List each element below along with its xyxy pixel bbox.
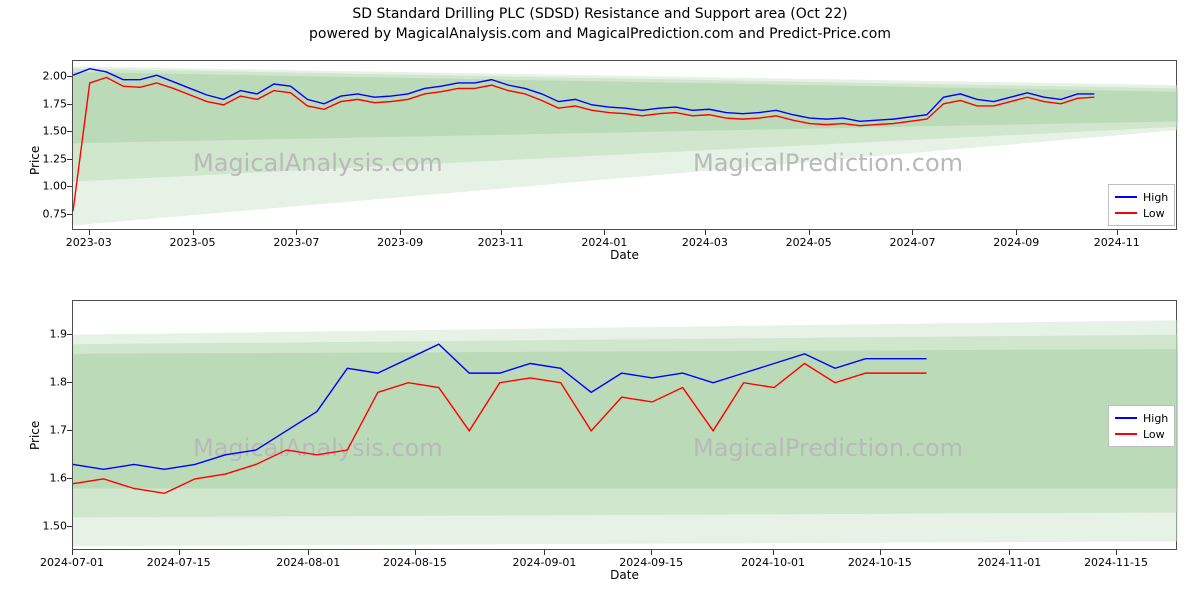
legend: High Low bbox=[1108, 184, 1175, 226]
support-resistance-band bbox=[73, 349, 1178, 488]
panel1-xlabel: Date bbox=[72, 248, 1177, 262]
ytick-label: 0.75 bbox=[7, 207, 67, 220]
xtick-mark bbox=[501, 230, 502, 235]
xtick-mark bbox=[400, 230, 401, 235]
xtick-label: 2024-03 bbox=[682, 236, 728, 249]
legend-swatch bbox=[1115, 196, 1137, 198]
ytick-mark bbox=[67, 131, 72, 132]
ytick-label: 2.00 bbox=[7, 70, 67, 83]
price-chart-short: MagicalAnalysis.com MagicalPrediction.com bbox=[72, 300, 1177, 550]
xtick-label: 2023-05 bbox=[170, 236, 216, 249]
xtick-label: 2023-07 bbox=[273, 236, 319, 249]
ytick-label: 1.75 bbox=[7, 97, 67, 110]
xtick-mark bbox=[651, 550, 652, 555]
xtick-label: 2024-10-01 bbox=[741, 556, 805, 569]
chart-subtitle: powered by MagicalAnalysis.com and Magic… bbox=[0, 26, 1200, 42]
watermark: MagicalAnalysis.com bbox=[193, 434, 443, 462]
ytick-mark bbox=[67, 76, 72, 77]
legend-label: High bbox=[1143, 191, 1168, 204]
figure: SD Standard Drilling PLC (SDSD) Resistan… bbox=[0, 0, 1200, 600]
ytick-label: 1.00 bbox=[7, 180, 67, 193]
xtick-mark bbox=[193, 230, 194, 235]
ytick-mark bbox=[67, 214, 72, 215]
xtick-mark bbox=[1009, 550, 1010, 555]
ytick-label: 1.50 bbox=[7, 125, 67, 138]
legend-label: Low bbox=[1143, 428, 1165, 441]
xtick-mark bbox=[72, 550, 73, 555]
ytick-label: 1.8 bbox=[7, 375, 67, 388]
xtick-label: 2024-05 bbox=[786, 236, 832, 249]
xtick-label: 2024-11 bbox=[1094, 236, 1140, 249]
legend-swatch bbox=[1115, 433, 1137, 435]
xtick-label: 2024-09 bbox=[993, 236, 1039, 249]
ytick-label: 1.6 bbox=[7, 471, 67, 484]
ytick-mark bbox=[67, 526, 72, 527]
xtick-label: 2024-10-15 bbox=[848, 556, 912, 569]
xtick-label: 2024-07-15 bbox=[147, 556, 211, 569]
legend-swatch bbox=[1115, 212, 1137, 214]
xtick-label: 2023-09 bbox=[377, 236, 423, 249]
watermark: MagicalPrediction.com bbox=[693, 434, 963, 462]
xtick-mark bbox=[1016, 230, 1017, 235]
ytick-mark bbox=[67, 334, 72, 335]
xtick-label: 2024-11-01 bbox=[977, 556, 1041, 569]
xtick-label: 2024-08-01 bbox=[276, 556, 340, 569]
xtick-mark bbox=[880, 550, 881, 555]
ytick-label: 1.9 bbox=[7, 327, 67, 340]
legend-label: Low bbox=[1143, 207, 1165, 220]
ytick-mark bbox=[67, 159, 72, 160]
watermark: MagicalAnalysis.com bbox=[193, 149, 443, 177]
ytick-label: 1.25 bbox=[7, 152, 67, 165]
xtick-mark bbox=[544, 550, 545, 555]
ytick-mark bbox=[67, 186, 72, 187]
xtick-mark bbox=[1116, 550, 1117, 555]
xtick-mark bbox=[604, 230, 605, 235]
ytick-mark bbox=[67, 104, 72, 105]
xtick-label: 2024-08-15 bbox=[383, 556, 447, 569]
xtick-label: 2024-07-01 bbox=[40, 556, 104, 569]
ytick-label: 1.50 bbox=[7, 519, 67, 532]
price-chart-long: MagicalAnalysis.com MagicalPrediction.com bbox=[72, 60, 1177, 230]
legend-item: Low bbox=[1115, 205, 1168, 221]
panel2-svg: MagicalAnalysis.com MagicalPrediction.com bbox=[73, 301, 1178, 551]
xtick-mark bbox=[179, 550, 180, 555]
xtick-mark bbox=[809, 230, 810, 235]
xtick-label: 2023-11 bbox=[478, 236, 524, 249]
xtick-mark bbox=[308, 550, 309, 555]
ytick-mark bbox=[67, 382, 72, 383]
ytick-mark bbox=[67, 430, 72, 431]
xtick-mark bbox=[705, 230, 706, 235]
legend-label: High bbox=[1143, 412, 1168, 425]
xtick-mark bbox=[415, 550, 416, 555]
xtick-mark bbox=[773, 550, 774, 555]
xtick-label: 2024-01 bbox=[581, 236, 627, 249]
legend-item: High bbox=[1115, 410, 1168, 426]
ytick-mark bbox=[67, 478, 72, 479]
xtick-label: 2024-09-01 bbox=[513, 556, 577, 569]
xtick-label: 2024-07 bbox=[889, 236, 935, 249]
xtick-label: 2024-11-15 bbox=[1084, 556, 1148, 569]
xtick-mark bbox=[89, 230, 90, 235]
legend: High Low bbox=[1108, 405, 1175, 447]
panel2-xlabel: Date bbox=[72, 568, 1177, 582]
ytick-label: 1.7 bbox=[7, 423, 67, 436]
xtick-label: 2023-03 bbox=[66, 236, 112, 249]
panel1-svg: MagicalAnalysis.com MagicalPrediction.com bbox=[73, 61, 1178, 231]
watermark: MagicalPrediction.com bbox=[693, 149, 963, 177]
xtick-mark bbox=[912, 230, 913, 235]
legend-item: Low bbox=[1115, 426, 1168, 442]
xtick-label: 2024-09-15 bbox=[619, 556, 683, 569]
chart-title: SD Standard Drilling PLC (SDSD) Resistan… bbox=[0, 6, 1200, 22]
legend-item: High bbox=[1115, 189, 1168, 205]
xtick-mark bbox=[296, 230, 297, 235]
legend-swatch bbox=[1115, 417, 1137, 419]
xtick-mark bbox=[1117, 230, 1118, 235]
